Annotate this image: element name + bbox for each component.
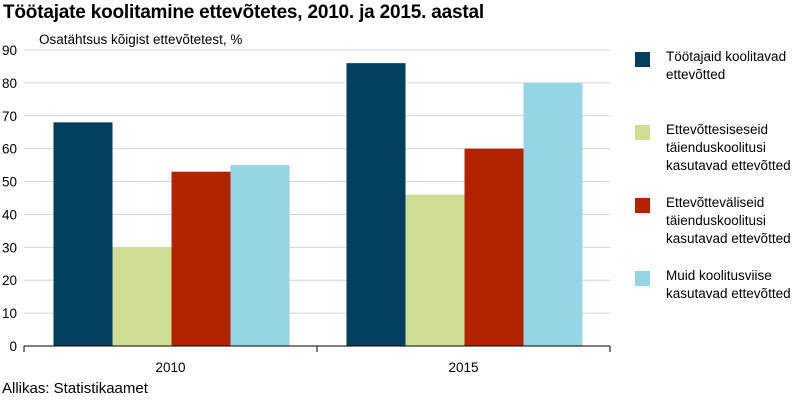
source-note: Allikas: Statistikaamet [2, 380, 148, 397]
bar-2010-series-4 [230, 165, 290, 346]
y-tick-label: 70 [2, 109, 17, 124]
y-tick-label: 30 [2, 240, 17, 255]
legend-swatch [635, 271, 650, 286]
chart-title: Töötajate koolitamine ettevõtetes, 2010.… [3, 2, 484, 23]
y-tick-label: 20 [2, 273, 17, 288]
bar-2010-series-3 [171, 171, 231, 346]
y-tick-label: 90 [2, 43, 17, 58]
legend-label: Muid koolitusviise kasutavad ettevõtted [666, 268, 791, 301]
y-tick-label: 40 [2, 207, 17, 222]
y-tick-label: 50 [2, 175, 17, 190]
legend-swatch [635, 52, 650, 67]
legend-label: Ettevõttesiseseid täienduskoolitusi kasu… [666, 122, 791, 173]
legend-swatch [635, 198, 650, 213]
bar-2015-series-3 [464, 148, 524, 346]
bar-2015-series-4 [523, 82, 583, 346]
y-tick-label: 0 [9, 339, 17, 354]
y-axis-label: Osatähtsus kõigist ettevõtetest, % [39, 32, 243, 47]
legend-swatch [635, 125, 650, 140]
x-tick-label: 2015 [448, 360, 478, 375]
bar-2010-series-1 [53, 122, 113, 346]
legend-label: Töötajaid koolitavad ettevõtted [666, 49, 787, 82]
bar-2010-series-2 [112, 247, 172, 346]
y-tick-label: 60 [2, 142, 17, 157]
y-tick-label: 10 [2, 306, 17, 321]
y-tick-label: 80 [2, 76, 17, 91]
legend-label: Ettevõtteväliseid täienduskoolitusi kasu… [666, 195, 791, 246]
x-tick-label: 2010 [155, 360, 185, 375]
bar-2015-series-2 [405, 194, 465, 346]
bar-2015-series-1 [346, 63, 406, 347]
